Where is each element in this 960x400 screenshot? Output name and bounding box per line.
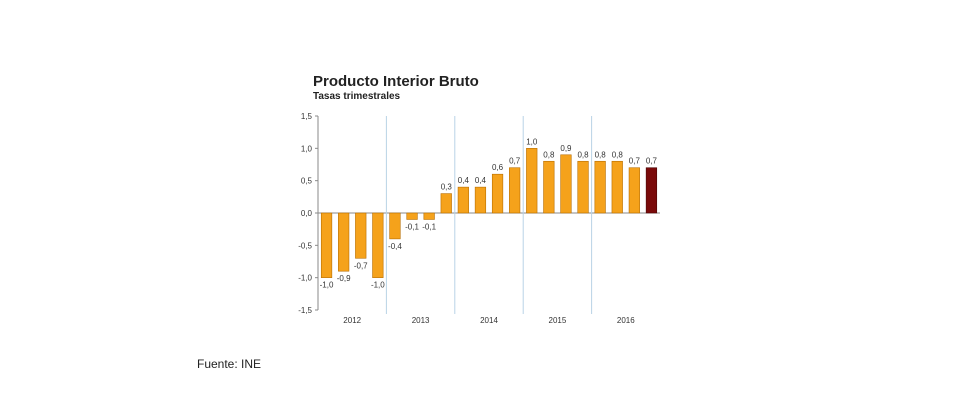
- axis-layer: 1,5 1,0 0,5 0,0 -0,5 -1,0 -1,5 2012 2013 2014 2015…: [298, 112, 660, 325]
- x-year-label: 2013: [412, 316, 430, 325]
- x-year-label: 2016: [617, 316, 635, 325]
- bar: [509, 167, 521, 214]
- bar: [560, 154, 572, 214]
- bar: [423, 212, 435, 220]
- x-year-label: 2014: [480, 316, 498, 325]
- y-tick-label: -1,5: [298, 306, 312, 315]
- source-note: Fuente: INE: [197, 357, 262, 371]
- data-label: -0,4: [388, 242, 402, 251]
- data-label: 0,8: [577, 150, 589, 159]
- bar: [372, 212, 384, 278]
- data-label: -1,0: [371, 281, 385, 290]
- chart-subtitle: Tasas trimestrales: [313, 91, 401, 102]
- data-label: 0,7: [629, 157, 641, 166]
- data-label: 0,7: [646, 157, 658, 166]
- y-tick-label: 1,0: [301, 144, 313, 153]
- data-label: 0,8: [595, 150, 607, 159]
- data-label: -0,1: [422, 222, 436, 231]
- y-tick-label: -0,5: [298, 241, 312, 250]
- bar: [355, 212, 367, 259]
- data-label: 0,7: [509, 157, 521, 166]
- bar: [338, 212, 350, 272]
- bar: [628, 167, 640, 214]
- bar: [645, 167, 658, 214]
- y-tick-label: 0,5: [301, 177, 313, 186]
- bar: [526, 148, 538, 214]
- data-label: -0,1: [405, 222, 419, 231]
- bar: [440, 193, 452, 214]
- bar: [457, 186, 469, 214]
- data-label: -1,0: [320, 281, 334, 290]
- data-label: 0,6: [492, 163, 504, 172]
- data-label: 0,8: [543, 150, 555, 159]
- data-label: -0,7: [354, 261, 368, 270]
- y-tick-label: -1,0: [298, 274, 312, 283]
- y-tick-label: 1,5: [301, 112, 313, 121]
- data-label: 1,0: [526, 137, 538, 146]
- bar: [543, 160, 555, 214]
- bar: [594, 160, 606, 214]
- data-label: 0,8: [612, 150, 624, 159]
- bar: [389, 212, 401, 240]
- bars-layer: [320, 148, 658, 278]
- y-tick-label: 0,0: [301, 209, 313, 218]
- labels-layer: -1,0-0,9-0,7-1,0-0,4-0,1 -0,10,30,4 0,40,6…: [320, 137, 658, 289]
- bar: [611, 160, 623, 214]
- bar: [320, 212, 333, 278]
- data-label: 0,3: [441, 183, 453, 192]
- bar: [491, 173, 504, 214]
- data-label: 0,4: [475, 176, 487, 185]
- x-year-label: 2015: [549, 316, 567, 325]
- data-label: -0,9: [337, 274, 351, 283]
- chart-title: Producto Interior Bruto: [313, 73, 479, 90]
- data-label: 0,4: [458, 176, 470, 185]
- x-year-label: 2012: [343, 316, 361, 325]
- bar: [406, 212, 418, 220]
- bar: [577, 160, 589, 214]
- data-label: 0,9: [560, 144, 572, 153]
- bar: [474, 186, 487, 214]
